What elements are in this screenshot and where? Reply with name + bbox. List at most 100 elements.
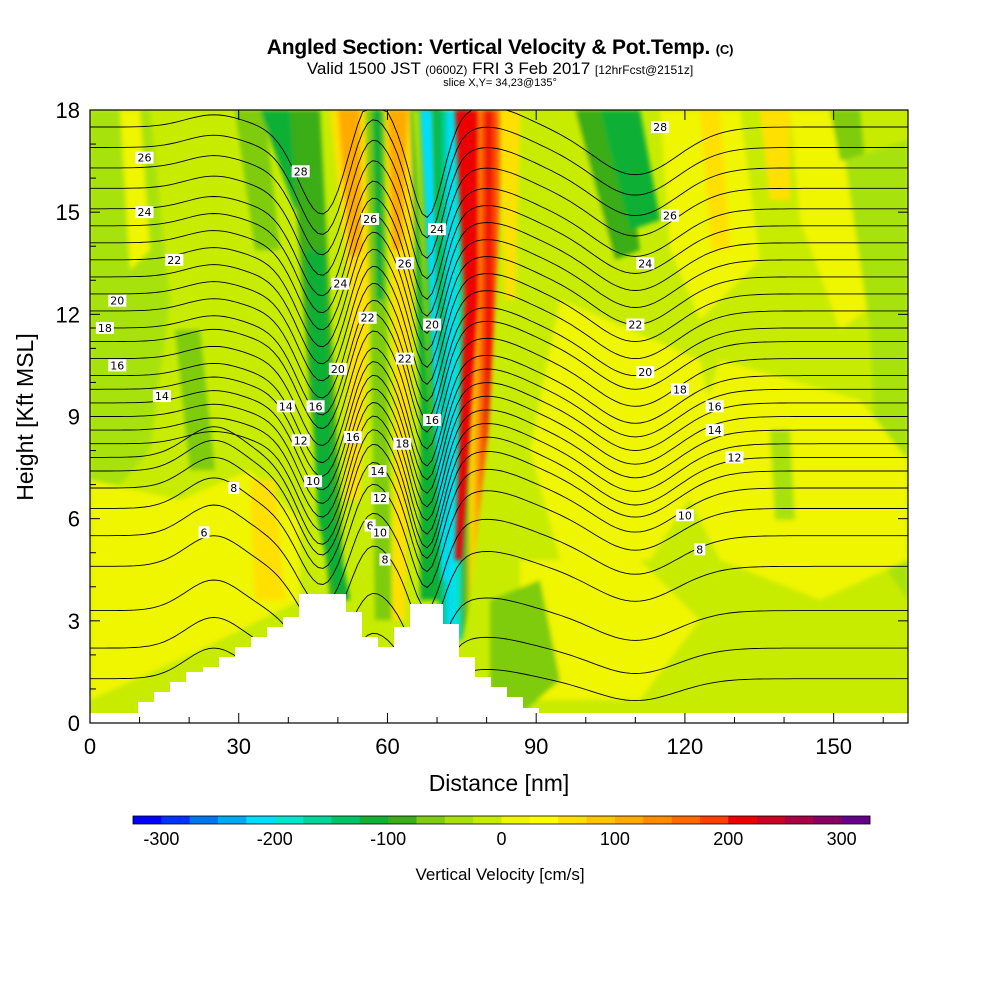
contour-label-bg bbox=[694, 543, 706, 556]
contour-label-bg bbox=[368, 464, 387, 477]
colorbar-swatch bbox=[303, 816, 332, 824]
isentrope-line bbox=[90, 330, 908, 450]
potential-temperature-contours bbox=[90, 110, 908, 717]
contour-label-bg bbox=[670, 383, 689, 396]
contour-label: 26 bbox=[138, 152, 152, 165]
isentrope-line bbox=[90, 439, 908, 560]
x-tick-label: 90 bbox=[524, 734, 548, 759]
contour-label: 6 bbox=[367, 519, 374, 532]
contour-label: 24 bbox=[638, 257, 652, 270]
field-region-right-darkgreen bbox=[600, 110, 660, 230]
isentrope-line bbox=[90, 313, 908, 433]
contour-label-bg bbox=[276, 400, 295, 413]
contour-label-bg bbox=[636, 257, 655, 270]
contour-label: 10 bbox=[678, 509, 692, 522]
x-tick-label: 150 bbox=[815, 734, 852, 759]
contour-label: 18 bbox=[395, 438, 409, 451]
contour-label-bg bbox=[165, 253, 184, 266]
contour-label-bg bbox=[423, 318, 442, 331]
title-units: (C) bbox=[715, 42, 734, 57]
contour-label-bg bbox=[705, 400, 724, 413]
isentrope-line bbox=[90, 265, 908, 385]
colorbar-ticks: -300 -200 -100 0 100 200 300 bbox=[143, 829, 856, 849]
field-region-right-mid-yellow bbox=[680, 360, 908, 600]
field-region-right-yellow-zone bbox=[530, 300, 720, 560]
colorbar-tick-label: -300 bbox=[143, 829, 179, 849]
colorbar-swatch bbox=[218, 816, 247, 824]
contour-label: 14 bbox=[155, 390, 169, 403]
colorbar-swatch bbox=[784, 816, 814, 824]
contour-label-bg bbox=[626, 318, 645, 331]
x-tick-label: 120 bbox=[667, 734, 704, 759]
isentrope-line bbox=[90, 402, 908, 522]
colorbar-swatch bbox=[473, 816, 502, 824]
colorbar-swatch bbox=[671, 816, 701, 824]
x-tick-label: 60 bbox=[375, 734, 399, 759]
colorbar-swatch bbox=[586, 816, 616, 824]
contour-label-bg bbox=[228, 482, 240, 495]
contour-label: 14 bbox=[708, 424, 722, 437]
contour-label: 12 bbox=[294, 434, 308, 447]
contour-label: 14 bbox=[371, 465, 385, 478]
vertical-velocity-field bbox=[90, 110, 908, 723]
field-region-orange-band-2-core bbox=[388, 110, 408, 250]
isentrope-line bbox=[90, 415, 908, 535]
colorbar-label: Vertical Velocity [cm/s] bbox=[415, 865, 584, 884]
colorbar-swatch bbox=[133, 816, 162, 824]
y-tick-label: 12 bbox=[56, 302, 80, 327]
y-tick-label: 6 bbox=[68, 507, 80, 532]
contour-label: 12 bbox=[727, 451, 741, 464]
contour-label-bg bbox=[331, 277, 350, 290]
contour-label: 20 bbox=[638, 366, 652, 379]
y-axis-label: Height [Kft MSL] bbox=[12, 333, 38, 500]
contour-label: 20 bbox=[331, 363, 345, 376]
colorbar-swatch bbox=[501, 816, 531, 824]
contour-label: 8 bbox=[696, 543, 703, 556]
contour-label: 28 bbox=[294, 165, 308, 178]
colorbar-swatch bbox=[161, 816, 190, 824]
y-tick-label: 9 bbox=[68, 405, 80, 430]
isentrope-line bbox=[90, 426, 908, 549]
valid-date: FRI 3 Feb 2017 bbox=[472, 59, 591, 78]
contour-label-bg bbox=[395, 257, 414, 270]
forecast-info: [12hrFcst@2151z] bbox=[594, 63, 694, 77]
colorbar-tick-label: 0 bbox=[496, 829, 506, 849]
colorbar-swatch bbox=[331, 816, 361, 824]
contour-label: 10 bbox=[373, 526, 387, 539]
isentrope-line bbox=[90, 361, 908, 481]
isentrope-line bbox=[90, 388, 908, 508]
contour-label-bg bbox=[393, 437, 412, 450]
colorbar-tick-label: -100 bbox=[370, 829, 406, 849]
field-region-upper-right-orange bbox=[700, 110, 730, 250]
contour-label-bg bbox=[725, 451, 744, 464]
isentrope-line bbox=[90, 504, 908, 610]
field-region-right-yellow-strip bbox=[500, 110, 520, 300]
contour-label: 24 bbox=[430, 223, 444, 236]
contour-label-bg bbox=[135, 151, 154, 164]
contour-label-bg bbox=[361, 212, 380, 225]
field-region-orange-band-1-core bbox=[338, 110, 362, 260]
colorbar-swatch bbox=[813, 816, 842, 824]
contour-label-bg bbox=[328, 362, 347, 375]
contour-label-bg bbox=[371, 526, 390, 539]
y-tick-label: 18 bbox=[56, 98, 80, 123]
field-region-upper-right-orange-2 bbox=[760, 110, 790, 200]
colorbar-swatch bbox=[189, 816, 219, 824]
slice-info: slice X,Y= 34,23@135° bbox=[443, 77, 557, 89]
colorbar-swatch bbox=[529, 816, 559, 824]
contour-label-bg bbox=[291, 165, 310, 178]
contour-label-bg bbox=[108, 294, 127, 307]
y-tick-label: 3 bbox=[68, 609, 80, 634]
contour-label-bg bbox=[423, 413, 442, 426]
contour-label: 26 bbox=[398, 257, 412, 270]
contour-label: 6 bbox=[201, 526, 208, 539]
contour-label-bg bbox=[651, 121, 670, 134]
contour-label: 8 bbox=[381, 554, 388, 567]
contour-label: 12 bbox=[373, 492, 387, 505]
field-region-left-band bbox=[175, 330, 215, 470]
contour-label: 20 bbox=[425, 319, 439, 332]
isentrope-line bbox=[90, 299, 908, 420]
isentrope-line bbox=[90, 248, 908, 368]
isentrope-line bbox=[90, 456, 908, 573]
